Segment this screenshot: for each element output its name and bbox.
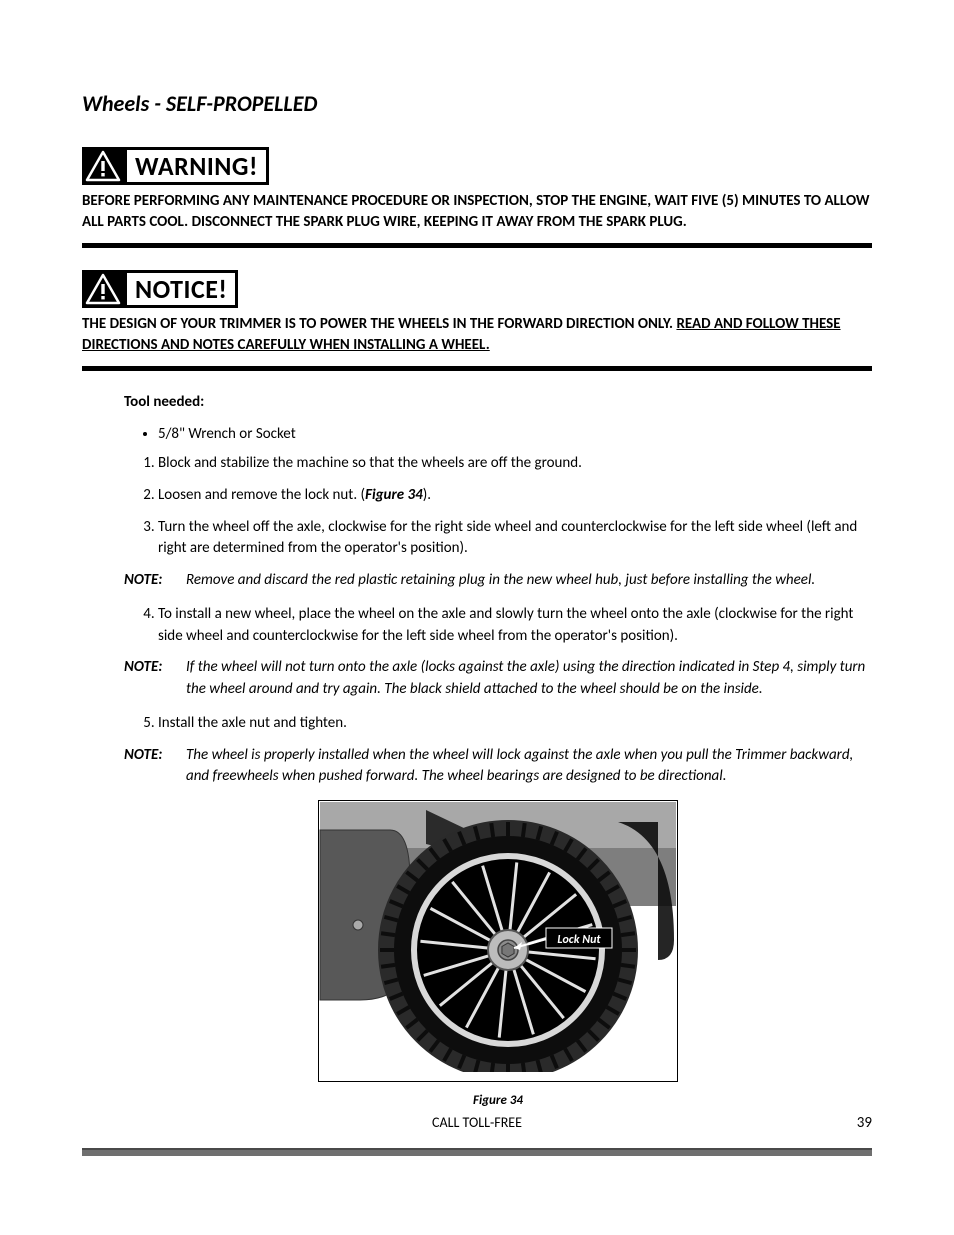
steps-list-3: Install the axle nut and tighten. [124,713,872,735]
steps-list-2: To install a new wheel, place the wheel … [124,604,872,648]
step-1: Block and stabilize the machine so that … [158,453,872,475]
notice-text-a: THE DESIGN OF YOUR TRIMMER IS TO POWER T… [82,315,676,333]
note-label: NOTE: [124,570,176,592]
tool-item: 5/8" Wrench or Socket [158,425,872,443]
figure-34: Lock Nut Figure 34 [124,800,872,1108]
tool-list: 5/8" Wrench or Socket [124,425,872,443]
divider-2 [82,366,872,371]
footer-center-text: CALL TOLL-FREE [82,1114,872,1131]
step-4: To install a new wheel, place the wheel … [158,604,872,648]
warning-text: BEFORE PERFORMING ANY MAINTENANCE PROCED… [82,191,872,233]
footer-bar [82,1148,872,1156]
note-label: NOTE: [124,745,176,789]
note-2: NOTE: If the wheel will not turn onto th… [124,657,872,701]
note-label: NOTE: [124,657,176,701]
footer-page-number: 39 [857,1114,872,1132]
page-footer: CALL TOLL-FREE 39 [82,1114,872,1144]
notice-label: NOTICE! [124,270,238,308]
note-1-text: Remove and discard the red plastic retai… [186,570,872,592]
step-2b: ). [423,486,431,504]
divider-1 [82,243,872,248]
step-2a: Loosen and remove the lock nut. ( [158,486,365,504]
notice-text: THE DESIGN OF YOUR TRIMMER IS TO POWER T… [82,314,872,356]
note-3-text: The wheel is properly installed when the… [186,745,872,789]
notice-triangle-icon [82,270,124,308]
warning-label: WARNING! [124,147,269,185]
body: Tool needed: 5/8" Wrench or Socket Block… [82,393,872,1108]
figure-34-caption: Figure 34 [124,1093,872,1108]
notice-header: NOTICE! [82,270,872,308]
step-3: Turn the wheel off the axle, clockwise f… [158,517,872,561]
manual-page: Wheels - SELF-PROPELLED WARNING! BEFORE … [0,0,954,1196]
section-title: Wheels - SELF-PROPELLED [82,90,872,117]
step-2-figref: Figure 34 [365,486,423,504]
note-1: NOTE: Remove and discard the red plastic… [124,570,872,592]
tool-needed-header: Tool needed: [124,393,872,411]
note-3: NOTE: The wheel is properly installed wh… [124,745,872,789]
steps-list-1: Block and stabilize the machine so that … [124,453,872,560]
step-2: Loosen and remove the lock nut. (Figure … [158,485,872,507]
warning-triangle-icon [82,147,124,185]
figure-34-image: Lock Nut [318,800,678,1082]
note-2-text: If the wheel will not turn onto the axle… [186,657,872,701]
step-5: Install the axle nut and tighten. [158,713,872,735]
svg-text:Lock Nut: Lock Nut [557,933,601,947]
warning-header: WARNING! [82,147,872,185]
